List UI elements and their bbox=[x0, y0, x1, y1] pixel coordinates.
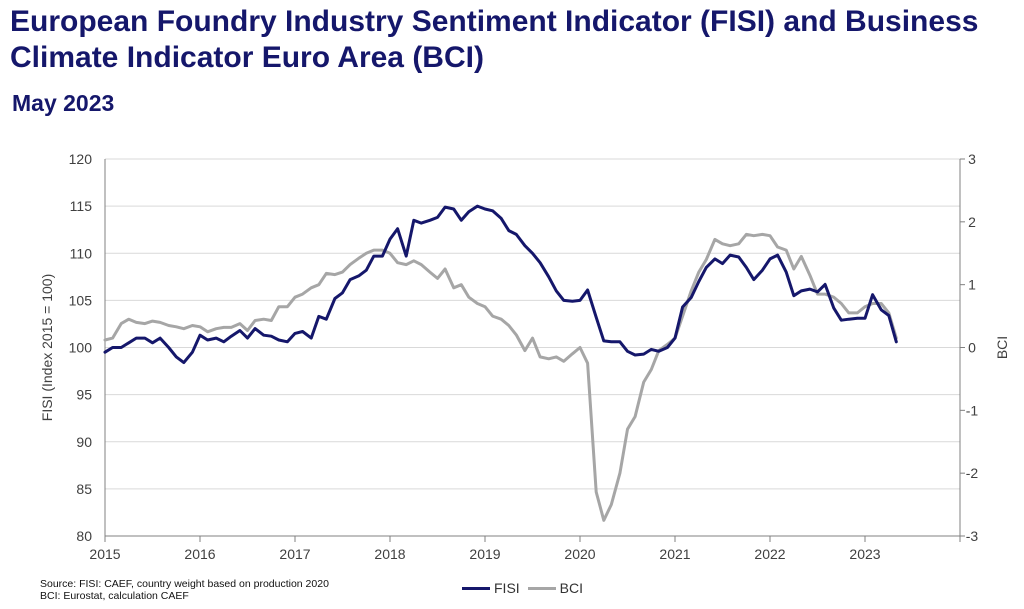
y2-tick-label: -3 bbox=[966, 528, 979, 544]
y-tick-label: 95 bbox=[76, 387, 92, 403]
y-tick-label: 90 bbox=[76, 434, 92, 450]
x-tick-label: 2021 bbox=[659, 546, 690, 562]
series-line-bci bbox=[103, 232, 898, 522]
y2-tick-label: 0 bbox=[968, 340, 976, 356]
chart-subtitle: May 2023 bbox=[12, 90, 115, 116]
x-tick-label: 2017 bbox=[279, 546, 310, 562]
x-tick-label: 2016 bbox=[184, 546, 215, 562]
chart-title: European Foundry Industry Sentiment Indi… bbox=[10, 5, 979, 74]
legend-item-bci: BCI bbox=[527, 580, 584, 596]
x-tick-label: 2022 bbox=[754, 546, 785, 562]
x-tick-label: 2023 bbox=[849, 546, 880, 562]
y2-tick-label: 1 bbox=[968, 277, 976, 293]
series-line-fisi bbox=[103, 204, 898, 365]
legend-label-fisi: FISI bbox=[494, 580, 520, 596]
source-line-1: Source: FISI: CAEF, country weight based… bbox=[40, 578, 329, 590]
y-tick-label: 115 bbox=[70, 198, 93, 214]
y-tick-label: 100 bbox=[69, 340, 93, 356]
y2-axis-title: BCI bbox=[994, 336, 1010, 359]
y-tick-label: 80 bbox=[76, 528, 92, 544]
y2-tick-label: 2 bbox=[968, 214, 976, 230]
source-line-2: BCI: Eurostat, calculation CAEF bbox=[40, 590, 189, 602]
legend-item-fisi: FISI bbox=[462, 580, 520, 596]
source-note: Source: FISI: CAEF, country weight based… bbox=[40, 578, 329, 602]
x-tick-label: 2020 bbox=[564, 546, 595, 562]
legend-swatch-fisi bbox=[462, 586, 490, 590]
y2-tick-label: -1 bbox=[966, 402, 979, 418]
x-tick-label: 2015 bbox=[89, 546, 120, 562]
legend: FISI BCI bbox=[462, 580, 591, 596]
y-tick-label: 85 bbox=[76, 481, 92, 497]
y-tick-label: 105 bbox=[69, 292, 93, 308]
x-tick-label: 2018 bbox=[374, 546, 405, 562]
y-tick-label: 120 bbox=[69, 151, 93, 167]
y-tick-label: 110 bbox=[70, 245, 93, 261]
y-axis-title: FISI (Index 2015 = 100) bbox=[39, 274, 55, 421]
legend-swatch-bci bbox=[527, 586, 556, 590]
x-tick-label: 2019 bbox=[469, 546, 500, 562]
y2-tick-label: 3 bbox=[968, 151, 976, 167]
y2-tick-label: -2 bbox=[966, 465, 979, 481]
legend-label-bci: BCI bbox=[559, 580, 584, 596]
